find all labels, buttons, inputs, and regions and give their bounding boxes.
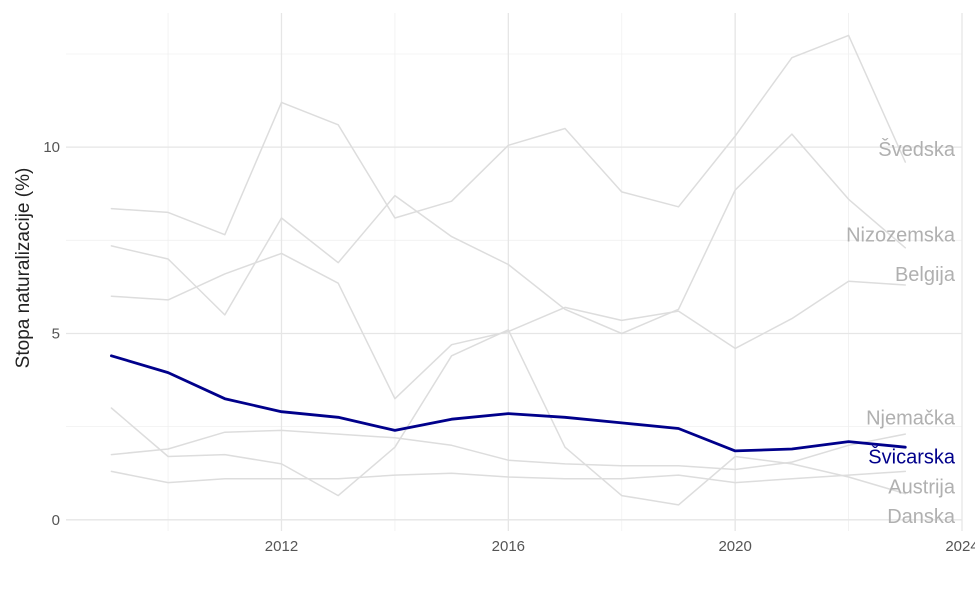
x-tick-labels: 2012 2016 2020 2024: [265, 538, 975, 555]
series-label-svedska: Švedska: [878, 138, 956, 161]
series-line-njemacka: [110, 429, 907, 471]
series-line-nizozemska: [110, 133, 907, 335]
y-tick-label: 5: [52, 325, 60, 342]
y-tick-label: 10: [43, 139, 60, 156]
y-tick-labels: 0 5 10: [43, 139, 60, 529]
series-label-svicarska: Švicarska: [868, 445, 956, 468]
series-line-belgija: [110, 252, 907, 400]
series-label-danska: Danska: [887, 506, 956, 528]
series-line-austrija: [110, 470, 907, 484]
series-line-svicarska: [110, 354, 907, 453]
x-tick-label: 2020: [718, 538, 751, 555]
y-axis-title: Stopa naturalizacije (%): [13, 168, 34, 369]
series-line-danska: [110, 329, 907, 506]
series-labels: Švedska Nizozemska Belgija Njemačka Švicarsk…: [846, 138, 956, 528]
y-tick-label: 0: [52, 512, 60, 529]
series-label-njemacka: Njemačka: [866, 407, 956, 429]
series-label-austrija: Austrija: [888, 476, 956, 498]
series-label-belgija: Belgija: [895, 264, 956, 286]
series-label-nizozemska: Nizozemska: [846, 225, 956, 247]
grid: [66, 13, 963, 531]
series-line-svedska: [110, 34, 907, 236]
x-tick-label: 2024: [945, 538, 975, 555]
x-tick-label: 2016: [492, 538, 525, 555]
series-lines: [110, 34, 907, 506]
x-tick-label: 2012: [265, 538, 298, 555]
